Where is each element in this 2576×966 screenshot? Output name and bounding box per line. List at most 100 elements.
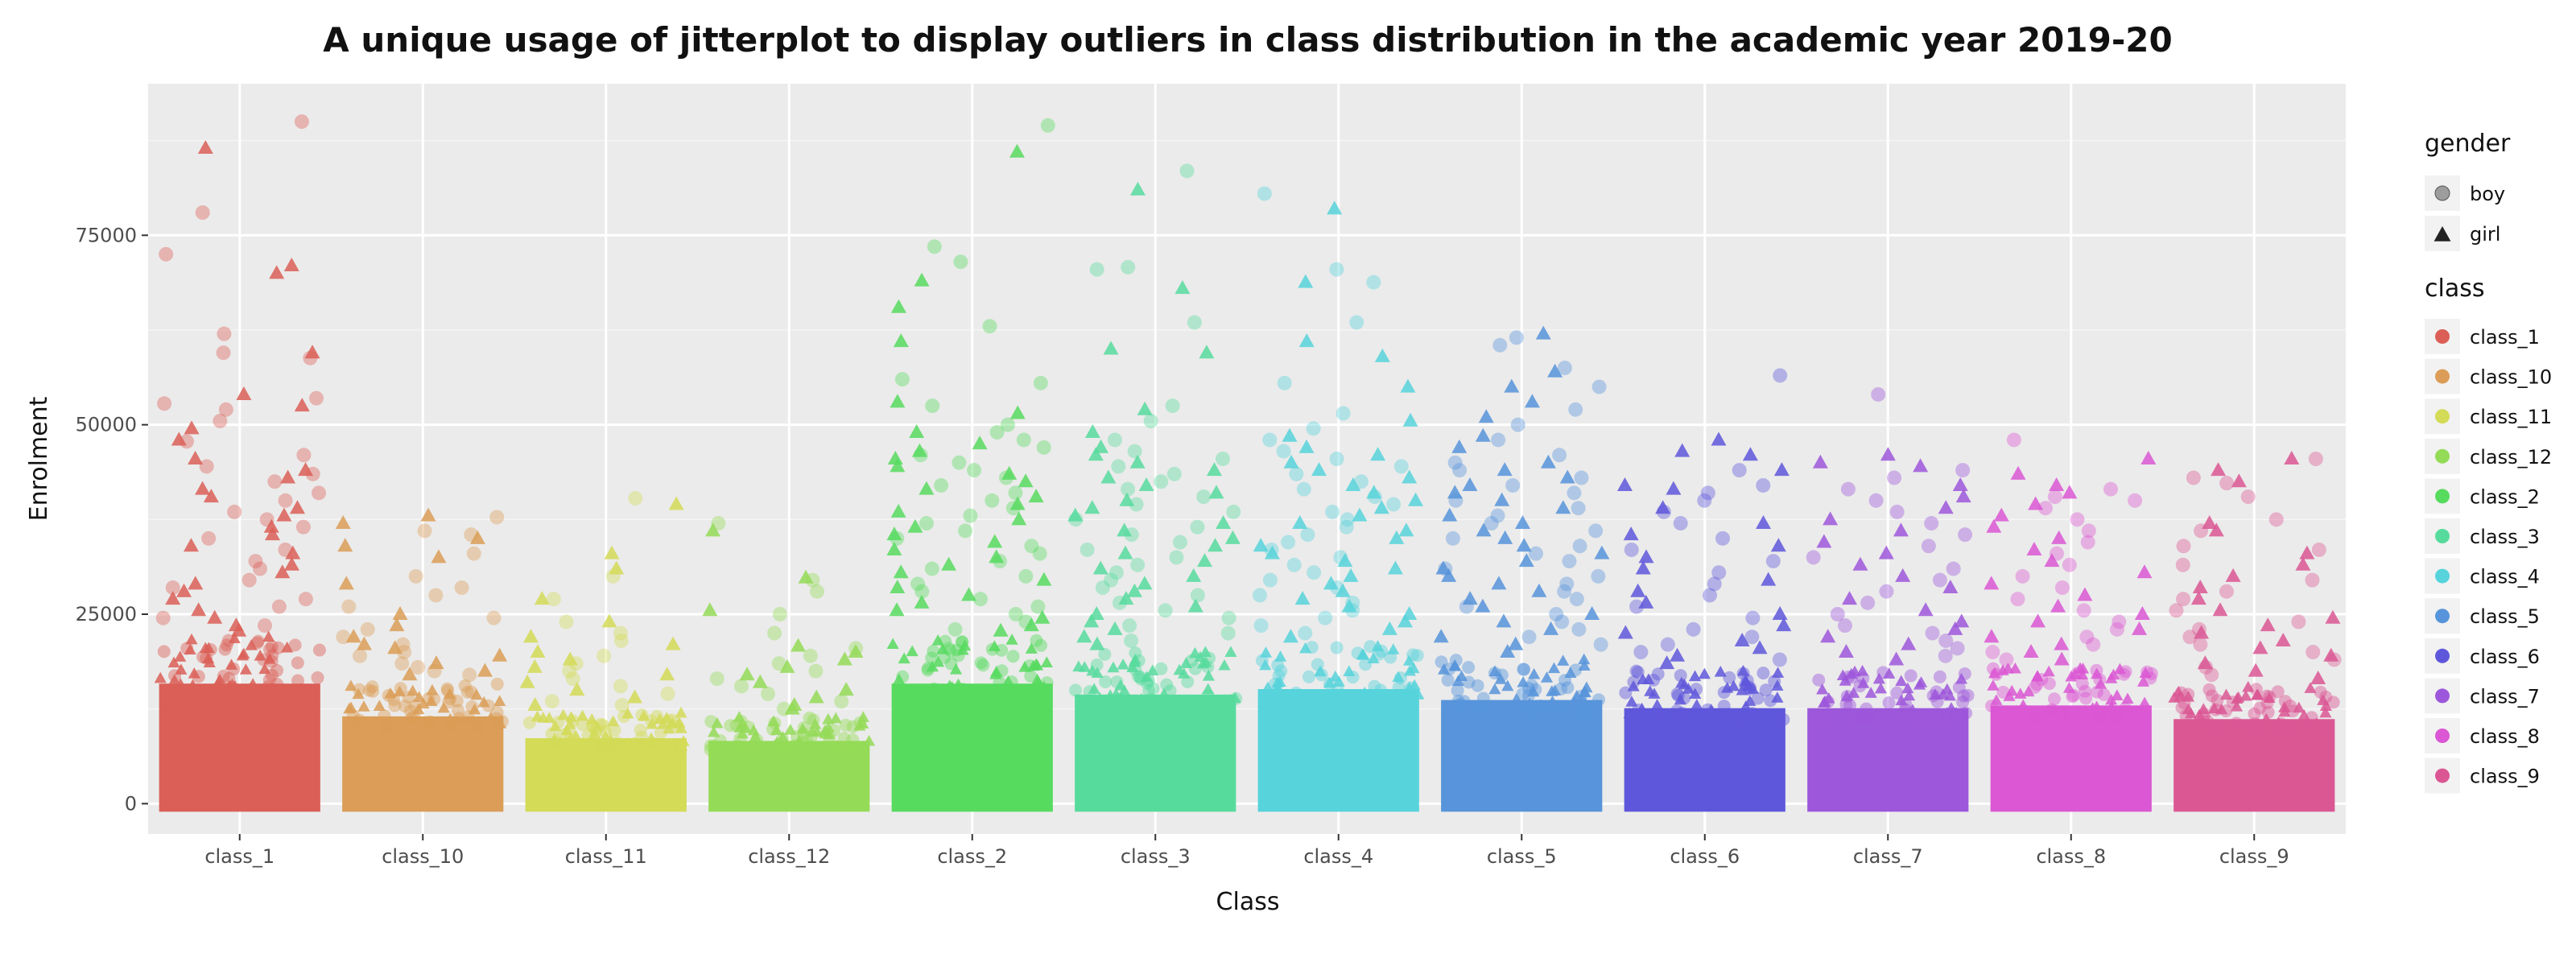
gender-legend-title: gender [2425,130,2511,158]
data-point-girl [1292,515,1308,530]
data-point-girl [1524,394,1540,408]
data-point [827,741,840,755]
legend-color-swatch [2435,409,2450,424]
data-point-girl [848,644,864,658]
data-point-girl [739,667,755,681]
data-point-girl [338,576,354,590]
data-point-boy [1932,572,1947,588]
data-point-boy [1452,463,1468,478]
data-point [1451,675,1465,687]
data-point-girl [1638,594,1654,609]
data-point-boy [1686,621,1701,637]
data-point-boy [1040,118,1055,133]
data-point-boy [1165,398,1180,414]
data-point [1373,696,1385,708]
x-tick-label: class_3 [1121,845,1191,868]
data-point-boy [159,246,174,262]
data-point [2174,690,2186,702]
data-point-boy [1925,625,1940,641]
data-point [1945,702,1958,713]
data-point-girl [1547,363,1563,378]
data-point-girl [1462,591,1478,605]
data-point [2113,663,2127,675]
data-point [1818,696,1831,707]
data-point [733,711,745,722]
data-point-boy [213,413,228,428]
data-point [837,732,851,745]
data-point [168,674,181,685]
data-point-boy [1329,262,1344,277]
data-point-boy [963,508,978,523]
data-point-girl [1118,591,1134,605]
data-point [736,717,749,729]
data-point-girl [1638,549,1654,564]
data-point [1569,663,1583,677]
data-point [174,650,187,662]
data-point-boy [1955,463,1971,478]
data-point [1126,661,1139,672]
data-point [1451,694,1465,708]
data-point [1030,658,1042,670]
data-point-girl [1893,522,1909,537]
data-point [1816,683,1829,695]
data-point [1957,689,1971,703]
data-point [2091,667,2103,679]
data-point [1863,709,1876,720]
data-point [1636,702,1649,714]
data-point [846,733,860,746]
data-point [1575,706,1588,720]
data-point [1690,683,1703,696]
data-point-boy [2037,501,2053,516]
data-point [2028,680,2041,694]
data-point-girl [1955,489,1971,503]
data-point [1471,679,1484,692]
axes: 0 25000 50000 75000 class_1 class_10 class_11 c… [76,224,2289,868]
data-point [2117,667,2131,681]
data-point [1651,699,1664,710]
data-point [768,716,782,730]
class-legend-title: class [2425,275,2484,303]
data-point-girl [1496,613,1512,628]
data-point-girl [914,594,930,609]
data-point [221,634,235,647]
data-point-boy [1806,550,1821,565]
data-point-boy [2176,539,2191,554]
data-point [1451,683,1464,697]
data-point [1872,672,1885,684]
data-point [270,677,284,691]
data-point [1890,686,1904,700]
data-point-boy [308,390,324,406]
data-point-girl [1752,640,1768,654]
data-point-girl [2023,644,2039,658]
data-point [403,704,417,718]
data-point-boy [613,679,628,694]
data-point [2230,716,2244,730]
data-point [2119,702,2132,716]
data-point [1757,667,1770,680]
data-point-girl [941,556,957,571]
data-point [2304,682,2317,693]
class-legend-label: class_6 [2470,646,2540,668]
data-point [1627,680,1640,691]
data-point [1759,683,1773,697]
data-point-boy [1521,630,1537,645]
data-point [1392,696,1406,709]
data-point [730,739,744,753]
data-point [564,733,577,745]
data-point [893,673,906,685]
data-point [1771,679,1784,691]
data-point [2263,691,2276,703]
data-point [373,700,386,711]
data-point [853,719,866,731]
data-point [1930,685,1943,699]
data-point [444,720,457,734]
data-point [218,642,232,656]
data-point-boy [1300,527,1315,543]
data-point [1107,661,1120,673]
data-point-girl [1208,538,1224,552]
data-point-girl [798,569,814,584]
data-point [1274,650,1287,662]
data-point [984,692,997,704]
data-point [1271,681,1285,693]
data-point-girl [283,556,299,571]
